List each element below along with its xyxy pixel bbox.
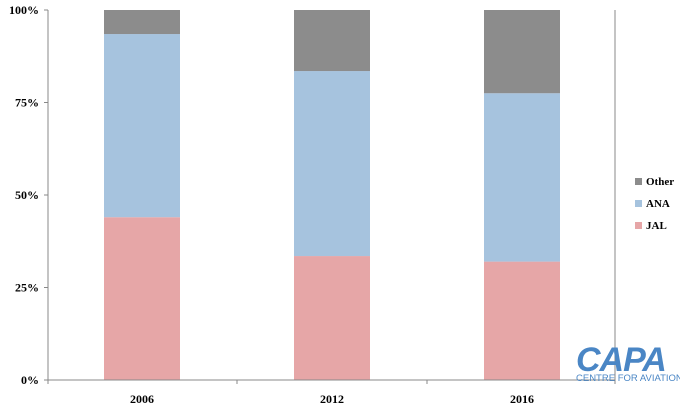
bar-other-2006 [104,10,180,35]
bar-ana-2016 [484,93,560,262]
y-tick-label: 75% [15,96,39,110]
x-tick-label: 2006 [130,392,154,406]
legend: Other ANA JAL [635,176,674,232]
capa-logo-main: CAPA [576,344,666,379]
y-tick-label: 100% [9,3,39,17]
legend-swatch-jal [635,222,642,229]
bar-jal-2006 [104,217,180,380]
y-tick-label: 0% [21,373,39,387]
bars-group [104,10,560,380]
capa-logo-sub: CENTRE FOR AVIATION [576,373,680,384]
legend-label-ana: ANA [646,198,670,210]
bar-other-2016 [484,10,560,94]
y-tick-labels: 0% 25% 50% 75% 100% [9,3,48,387]
x-tick-labels: 2006 2012 2016 [47,380,616,406]
bar-jal-2016 [484,261,560,380]
bar-ana-2006 [104,34,180,218]
bar-jal-2012 [294,256,370,380]
legend-swatch-other [635,178,642,185]
capa-logo: CAPA CENTRE FOR AVIATION [576,344,680,384]
legend-label-other: Other [646,176,674,188]
legend-swatch-ana [635,200,642,207]
y-tick-label: 25% [15,281,39,295]
x-tick-label: 2012 [320,392,344,406]
bar-other-2012 [294,10,370,72]
bar-ana-2012 [294,71,370,257]
x-tick-label: 2016 [510,392,534,406]
legend-label-jal: JAL [646,220,667,232]
y-tick-label: 50% [15,188,39,202]
